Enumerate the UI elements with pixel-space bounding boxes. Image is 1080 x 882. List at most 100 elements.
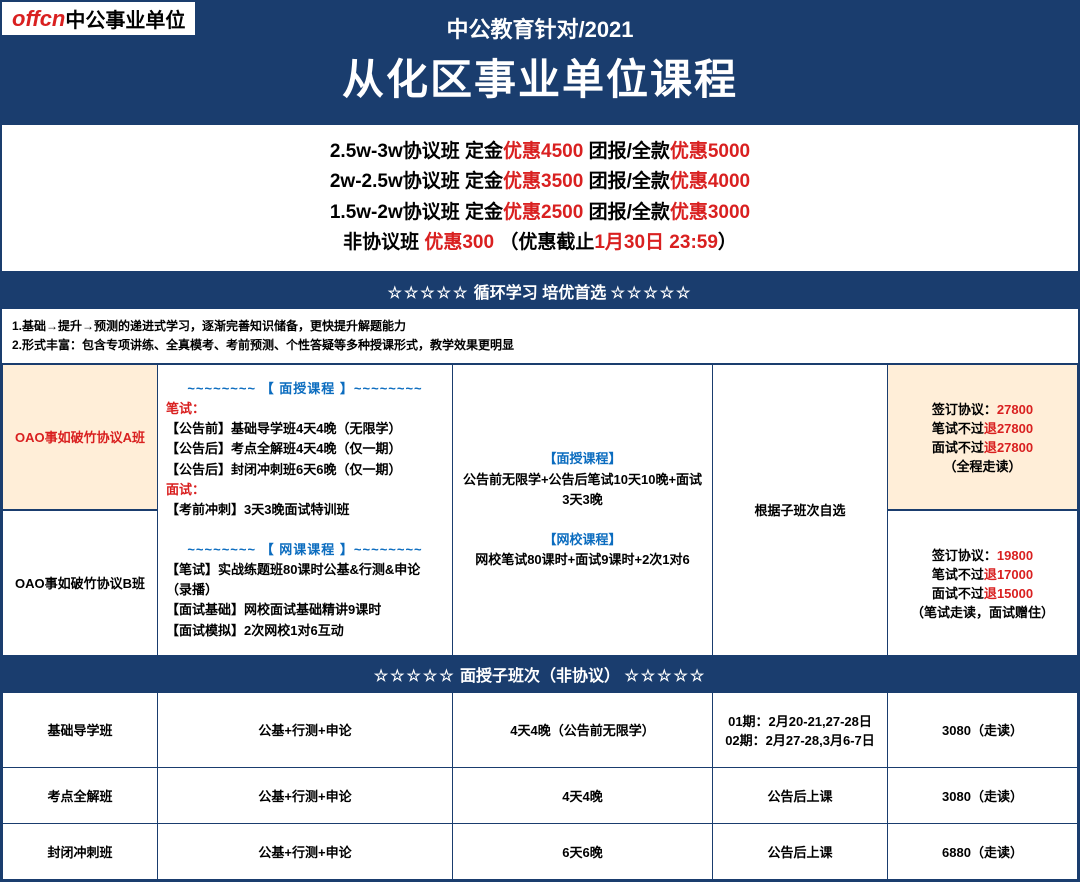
promo-red: 1月30日 23:59 [594, 232, 718, 253]
promo-red: 优惠2500 [503, 202, 583, 223]
course-name-text: OAO事如破竹协议A班 [15, 430, 145, 445]
promo-text: （优惠截止 [494, 232, 594, 253]
promo-text: 1.5w-2w协议班 定金 [330, 202, 503, 223]
sub-price: 3080（走读） [888, 767, 1078, 823]
sub-name: 基础导学班 [3, 692, 158, 767]
price-value: 27800 [997, 402, 1033, 417]
course-mid-shared: 【面授课程】 公告前无限学+公告后笔试10天10晚+面试3天3晚 【网校课程】 … [453, 364, 713, 655]
promo-red: 优惠3000 [670, 202, 750, 223]
sub-subject: 公基+行测+申论 [158, 823, 453, 879]
promo-red: 优惠4500 [503, 141, 583, 162]
content-line: 【面试基础】网校面试基础精讲9课时 [166, 602, 381, 617]
logo-corner: offcn 中公事业单位 [2, 2, 195, 35]
price-value: 27800 [997, 440, 1033, 455]
price-value: 19800 [997, 548, 1033, 563]
table-row: 基础导学班 公基+行测+申论 4天4晚（公告前无限学） 01期：2月20-21,… [3, 692, 1078, 767]
course-content-shared: ~~~~~~~~ 【 面授课程 】~~~~~~~~ 笔试： 【公告前】基础导学班… [158, 364, 453, 655]
promo-text: ） [718, 232, 737, 253]
section-bar-1: ☆☆☆☆☆ 循环学习 培优首选 ☆☆☆☆☆ [2, 273, 1078, 309]
mid-heading: 【网校课程】 [461, 530, 704, 550]
sub-price: 3080（走读） [888, 692, 1078, 767]
course-name-a: OAO事如破竹协议A班 [3, 364, 158, 510]
star-icon: ☆☆☆☆☆ [624, 668, 706, 685]
header-title: 从化区事业单位课程 [2, 46, 1078, 107]
sub-schedule: 01期：2月20-21,27-28日 02期：2月27-28,3月6-7日 [713, 692, 888, 767]
price-label: 签订协议： [932, 402, 997, 417]
section-bar-2: ☆☆☆☆☆ 面授子班次（非协议） ☆☆☆☆☆ [2, 656, 1078, 692]
course-name-b: OAO事如破竹协议B班 [3, 510, 158, 655]
sub-price: 6880（走读） [888, 823, 1078, 879]
desc-line-2: 2.形式丰富：包含专项讲练、全真模考、考前预测、个性答疑等多种授课形式，教学效果… [12, 336, 1068, 355]
promo-text: 团报/全款 [583, 202, 670, 223]
content-line: 【公告后】考点全解班4天4晚（仅一期） [166, 441, 401, 456]
promo-line-1: 2.5w-3w协议班 定金优惠4500 团报/全款优惠5000 [2, 137, 1078, 167]
sub-duration: 4天4晚（公告前无限学） [453, 692, 713, 767]
content-line: 【考前冲刺】3天3晚面试特训班 [166, 502, 349, 517]
sub-duration: 4天4晚 [453, 767, 713, 823]
promo-red: 优惠4000 [670, 171, 750, 192]
price-refund: 退 [984, 586, 997, 601]
wavy-heading: ~~~~~~~~ 【 面授课程 】~~~~~~~~ [166, 379, 444, 399]
price-note: （笔试走读，面试赠住） [911, 605, 1054, 620]
page-root: offcn 中公事业单位 中公教育针对/2021 从化区事业单位课程 2.5w-… [0, 0, 1080, 882]
price-label: 笔试不过 [932, 421, 984, 436]
content-line: 【公告后】封闭冲刺班6天6晚（仅一期） [166, 462, 401, 477]
sub-name: 考点全解班 [3, 767, 158, 823]
price-label: 面试不过 [932, 586, 984, 601]
star-icon: ☆☆☆☆☆ [388, 285, 470, 302]
price-value: 17000 [997, 567, 1033, 582]
promo-line-2: 2w-2.5w协议班 定金优惠3500 团报/全款优惠4000 [2, 167, 1078, 197]
table-row: 考点全解班 公基+行测+申论 4天4晚 公告后上课 3080（走读） [3, 767, 1078, 823]
sub-course-table: 基础导学班 公基+行测+申论 4天4晚（公告前无限学） 01期：2月20-21,… [2, 692, 1078, 880]
sub-schedule: 公告后上课 [713, 823, 888, 879]
promo-line-3: 1.5w-2w协议班 定金优惠2500 团报/全款优惠3000 [2, 198, 1078, 228]
promo-text: 2w-2.5w协议班 定金 [330, 171, 503, 192]
promo-block: 2.5w-3w协议班 定金优惠4500 团报/全款优惠5000 2w-2.5w协… [2, 123, 1078, 273]
sub-duration: 6天6晚 [453, 823, 713, 879]
price-refund: 退 [984, 421, 997, 436]
mid-text: 网校笔试80课时+面试9课时+2次1对6 [475, 552, 690, 567]
promo-text: 团报/全款 [583, 171, 670, 192]
promo-text: 非协议班 [343, 232, 424, 253]
label-mianshi: 面试： [166, 482, 205, 497]
section-title: 循环学习 培优首选 [469, 285, 610, 302]
table-row: OAO事如破竹协议A班 ~~~~~~~~ 【 面授课程 】~~~~~~~~ 笔试… [3, 364, 1078, 510]
table-row: 封闭冲刺班 公基+行测+申论 6天6晚 公告后上课 6880（走读） [3, 823, 1078, 879]
price-refund: 退 [984, 440, 997, 455]
mid-text: 公告前无限学+公告后笔试10天10晚+面试3天3晚 [463, 472, 702, 507]
star-icon: ☆☆☆☆☆ [611, 285, 693, 302]
promo-red: 优惠5000 [670, 141, 750, 162]
promo-red: 优惠3500 [503, 171, 583, 192]
schedule-line: 02期：2月27-28,3月6-7日 [725, 733, 875, 748]
sub-name: 封闭冲刺班 [3, 823, 158, 879]
wavy-heading: ~~~~~~~~ 【 网课课程 】~~~~~~~~ [166, 540, 444, 560]
content-line: 【面试模拟】2次网校1对6互动 [166, 623, 344, 638]
header-banner: offcn 中公事业单位 中公教育针对/2021 从化区事业单位课程 [2, 2, 1078, 123]
sub-schedule: 公告后上课 [713, 767, 888, 823]
course-price-a: 签订协议：27800 笔试不过退27800 面试不过退27800 （全程走读） [888, 364, 1078, 510]
schedule-line: 01期：2月20-21,27-28日 [728, 714, 872, 729]
promo-text: 2.5w-3w协议班 定金 [330, 141, 503, 162]
price-value: 15000 [997, 586, 1033, 601]
desc-line-1: 1.基础→提升→预测的递进式学习，逐渐完善知识储备，更快提升解题能力 [12, 317, 1068, 336]
content-line: 【笔试】实战练题班80课时公基&行测&申论（录播） [166, 562, 420, 597]
logo-red-text: offcn [12, 6, 65, 32]
sub-subject: 公基+行测+申论 [158, 692, 453, 767]
sub-subject: 公基+行测+申论 [158, 767, 453, 823]
star-icon: ☆☆☆☆☆ [374, 668, 456, 685]
course-table-main: OAO事如破竹协议A班 ~~~~~~~~ 【 面授课程 】~~~~~~~~ 笔试… [2, 363, 1078, 656]
mid-heading: 【面授课程】 [461, 449, 704, 469]
price-label: 面试不过 [932, 440, 984, 455]
promo-text: 团报/全款 [583, 141, 670, 162]
course-price-b: 签订协议：19800 笔试不过退17000 面试不过退15000 （笔试走读，面… [888, 510, 1078, 655]
content-line: 【公告前】基础导学班4天4晚（无限学） [166, 421, 401, 436]
price-value: 27800 [997, 421, 1033, 436]
label-bishi: 笔试： [166, 401, 205, 416]
description-block: 1.基础→提升→预测的递进式学习，逐渐完善知识储备，更快提升解题能力 2.形式丰… [2, 309, 1078, 363]
price-label: 笔试不过 [932, 567, 984, 582]
course-pick-shared: 根据子班次自选 [713, 364, 888, 655]
price-label: 签订协议： [932, 548, 997, 563]
promo-red: 优惠300 [424, 232, 494, 253]
logo-black-text: 中公事业单位 [65, 4, 185, 33]
promo-line-4: 非协议班 优惠300 （优惠截止1月30日 23:59） [2, 228, 1078, 258]
